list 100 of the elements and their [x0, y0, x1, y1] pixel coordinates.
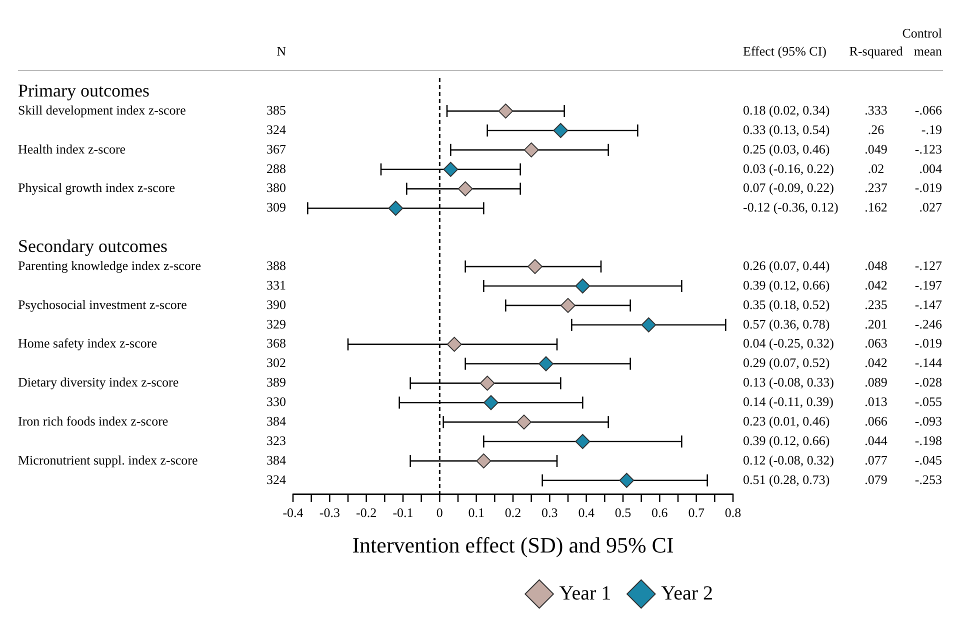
- text: 0.23 (0.01, 0.46): [743, 413, 830, 428]
- text: 380: [266, 180, 286, 196]
- text: N: [276, 43, 287, 58]
- text: 0.12 (-0.08, 0.32): [743, 452, 834, 468]
- text: .042: [864, 355, 888, 370]
- x-tick-label: 0.5: [614, 505, 632, 520]
- text: .049: [864, 141, 888, 156]
- text: .013: [864, 394, 888, 410]
- text: .201: [864, 316, 888, 332]
- text: -.198: [914, 432, 942, 448]
- point: [528, 259, 542, 274]
- text: .004: [919, 160, 942, 176]
- text: -.028: [914, 374, 942, 390]
- text: .044: [864, 432, 888, 448]
- text: 0.18 (0.02, 0.34): [743, 102, 830, 118]
- text: 302: [266, 355, 286, 370]
- text: Secondary outcomes: [18, 236, 168, 256]
- x-axis-title: Intervention effect (SD) and 95% CI: [352, 532, 674, 558]
- text: 368: [266, 336, 286, 351]
- text: .089: [864, 374, 888, 390]
- point: [498, 104, 514, 119]
- text: .237: [864, 180, 888, 196]
- text: Primary outcomes: [18, 80, 150, 100]
- y-tick-label: Micronutrient suppl. index z-score: [18, 452, 198, 468]
- point: [575, 434, 590, 450]
- point: [560, 298, 576, 313]
- point: [480, 376, 495, 391]
- point: [388, 200, 404, 216]
- point: [641, 317, 656, 332]
- text: .02: [868, 160, 884, 176]
- x-tick-label: 0.3: [542, 505, 558, 520]
- text: .063: [864, 336, 888, 351]
- point: [443, 162, 458, 177]
- text: 385: [266, 102, 286, 118]
- text: .26: [868, 122, 885, 137]
- point: [484, 395, 498, 410]
- point: [446, 336, 462, 352]
- text: 0.39 (0.12, 0.66): [743, 432, 830, 448]
- text: -.019: [914, 180, 942, 196]
- y-tick-label: Physical growth index z-score: [18, 180, 176, 196]
- text: -.197: [914, 277, 942, 292]
- text: R-squared: [849, 43, 904, 58]
- text: -.123: [914, 141, 942, 156]
- x-tick-label: 0: [436, 505, 443, 520]
- text: 309: [266, 200, 286, 215]
- text: -.253: [914, 472, 942, 487]
- point: [476, 453, 492, 468]
- y-tick-label: Home safety index z-score: [18, 336, 158, 351]
- text: -.055: [914, 394, 942, 410]
- point: [458, 181, 473, 196]
- text: .162: [864, 200, 888, 215]
- y-tick-label: Parenting knowledge index z-score: [18, 258, 202, 273]
- text: 384: [266, 452, 286, 468]
- text: 0.14 (-0.11, 0.39): [743, 394, 834, 410]
- text: 0.39 (0.12, 0.66): [743, 277, 830, 292]
- text: .077: [864, 452, 888, 468]
- text: -.127: [914, 258, 942, 273]
- text: .235: [864, 296, 888, 312]
- text: -.19: [921, 122, 942, 137]
- text: 0.57 (0.36, 0.78): [743, 316, 830, 332]
- text: -.045: [914, 452, 942, 468]
- text: 330: [266, 394, 286, 410]
- text: 0.13 (-0.08, 0.33): [743, 374, 834, 390]
- text: .333: [864, 102, 888, 118]
- text: .079: [864, 472, 888, 487]
- text: 367: [266, 141, 286, 156]
- y-tick-label: Skill development index z-score: [18, 102, 186, 118]
- text: -.246: [914, 316, 942, 332]
- text: 384: [266, 413, 286, 428]
- y-tick-label: Iron rich foods index z-score: [18, 413, 168, 428]
- x-tick-label: 0.6: [652, 505, 668, 520]
- legend-label: Year 1: [559, 582, 612, 604]
- x-tick-label: 0.8: [724, 505, 742, 520]
- point: [575, 278, 590, 294]
- text: 388: [266, 258, 286, 273]
- x-tick-label: -0.4: [282, 505, 304, 520]
- text: 390: [266, 296, 286, 312]
- point: [538, 356, 554, 372]
- text: 0.26 (0.07, 0.44): [743, 258, 830, 273]
- point: [516, 414, 532, 430]
- text: 329: [266, 316, 286, 332]
- text: -.144: [914, 355, 942, 370]
- text: 0.07 (-0.09, 0.22): [743, 180, 834, 196]
- x-tick-label: -0.2: [356, 505, 377, 520]
- text: 324: [266, 122, 286, 137]
- text: 331: [266, 277, 286, 292]
- text: 0.35 (0.18, 0.52): [743, 296, 830, 312]
- text: -.093: [914, 413, 942, 428]
- text: .048: [864, 258, 888, 273]
- x-tick-label: -0.3: [319, 505, 340, 520]
- text: 0.25 (0.03, 0.46): [743, 141, 830, 156]
- text: Control mean: [902, 25, 942, 58]
- y-tick-label: Dietary diversity index z-score: [18, 374, 179, 390]
- point: [553, 122, 568, 138]
- x-tick-label: 0.7: [688, 505, 705, 520]
- text: 324: [266, 472, 286, 487]
- text: -0.12 (-0.36, 0.12): [743, 200, 838, 215]
- text: 389: [266, 374, 286, 390]
- text: .066: [864, 413, 888, 428]
- text: 0.04 (-0.25, 0.32): [743, 336, 834, 351]
